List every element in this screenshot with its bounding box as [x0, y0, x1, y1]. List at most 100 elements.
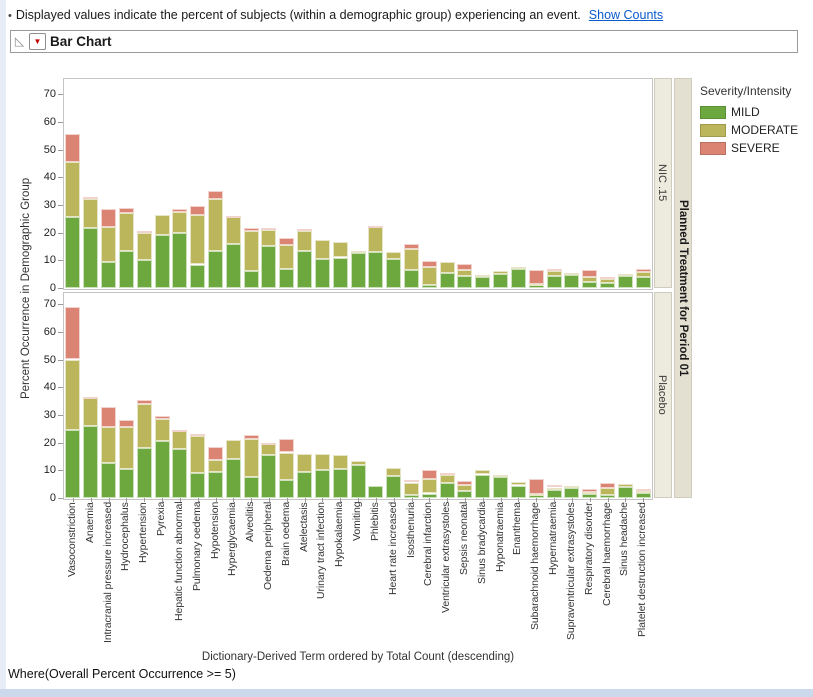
bar-segment[interactable] — [243, 435, 259, 439]
bar-segment[interactable] — [332, 242, 348, 258]
bar-segment[interactable] — [172, 448, 188, 498]
bar-segment[interactable] — [617, 484, 633, 488]
bar-segment[interactable] — [314, 470, 330, 498]
bar-segment[interactable] — [172, 211, 188, 233]
bar-segment[interactable] — [510, 269, 526, 288]
bar-segment[interactable] — [439, 472, 455, 475]
bar-segment[interactable] — [261, 455, 277, 498]
bar-segment[interactable] — [600, 283, 615, 288]
bar-segment[interactable] — [118, 419, 134, 428]
legend-item-mild[interactable]: MILD — [700, 105, 798, 119]
bar-segment[interactable] — [510, 481, 526, 486]
bar-segment[interactable] — [208, 459, 223, 473]
bar-segment[interactable] — [546, 485, 562, 488]
bar-segment[interactable] — [475, 470, 491, 475]
bar-segment[interactable] — [439, 272, 455, 288]
bar-segment[interactable] — [546, 487, 562, 491]
bar-segment[interactable] — [190, 214, 206, 265]
bar-segment[interactable] — [600, 482, 615, 488]
bar-segment[interactable] — [243, 439, 259, 478]
bar-segment[interactable] — [154, 441, 170, 498]
bar-segment[interactable] — [404, 270, 419, 288]
bar-segment[interactable] — [297, 471, 312, 498]
bar-segment[interactable] — [635, 491, 651, 494]
bar-segment[interactable] — [510, 485, 526, 498]
bar-segment[interactable] — [439, 261, 455, 273]
bar-segment[interactable] — [332, 257, 348, 288]
bar-segment[interactable] — [243, 477, 259, 498]
bar-segment[interactable] — [136, 232, 152, 261]
bar-segment[interactable] — [332, 455, 348, 469]
bar-segment[interactable] — [421, 493, 437, 498]
bar-segment[interactable] — [172, 209, 188, 212]
bar-segment[interactable] — [350, 464, 366, 498]
bar-segment[interactable] — [101, 227, 116, 262]
bar-segment[interactable] — [386, 258, 402, 288]
bar-segment[interactable] — [101, 261, 116, 288]
bar-segment[interactable] — [190, 206, 206, 215]
bar-segment[interactable] — [65, 134, 81, 162]
bar-segment[interactable] — [582, 281, 598, 288]
bar-segment[interactable] — [225, 459, 241, 498]
bar-segment[interactable] — [457, 491, 473, 498]
bar-segment[interactable] — [225, 439, 241, 460]
bar-segment[interactable] — [475, 474, 491, 498]
bar-segment[interactable] — [493, 274, 508, 288]
bar-segment[interactable] — [83, 199, 99, 229]
bar-segment[interactable] — [243, 231, 259, 272]
bar-segment[interactable] — [190, 264, 206, 288]
bar-segment[interactable] — [404, 249, 419, 270]
bar-segment[interactable] — [118, 207, 134, 214]
bar-segment[interactable] — [421, 470, 437, 480]
bar-segment[interactable] — [564, 275, 580, 288]
bar-segment[interactable] — [386, 252, 402, 259]
bar-segment[interactable] — [493, 270, 508, 275]
bar-segment[interactable] — [546, 276, 562, 288]
bar-segment[interactable] — [421, 266, 437, 286]
bar-segment[interactable] — [493, 474, 508, 478]
bar-segment[interactable] — [261, 246, 277, 288]
bar-segment[interactable] — [404, 494, 419, 498]
bar-segment[interactable] — [564, 485, 580, 489]
bar-segment[interactable] — [528, 478, 544, 494]
bar-segment[interactable] — [439, 482, 455, 498]
bar-segment[interactable] — [83, 228, 99, 288]
bar-segment[interactable] — [208, 199, 223, 251]
bar-segment[interactable] — [332, 468, 348, 498]
bar-segment[interactable] — [475, 275, 491, 277]
bar-segment[interactable] — [635, 269, 651, 272]
bar-segment[interactable] — [101, 427, 116, 464]
bar-segment[interactable] — [582, 494, 598, 498]
bar-segment[interactable] — [350, 250, 366, 254]
legend-item-severe[interactable]: SEVERE — [700, 141, 798, 155]
bar-segment[interactable] — [546, 490, 562, 498]
bar-segment[interactable] — [261, 442, 277, 445]
bar-segment[interactable] — [172, 431, 188, 449]
bar-segment[interactable] — [65, 217, 81, 288]
bar-segment[interactable] — [546, 268, 562, 271]
bar-segment[interactable] — [528, 495, 544, 498]
bar-segment[interactable] — [439, 475, 455, 483]
bar-segment[interactable] — [101, 407, 116, 428]
bar-segment[interactable] — [421, 260, 437, 267]
bar-segment[interactable] — [582, 277, 598, 282]
bar-segment[interactable] — [136, 448, 152, 498]
bar-segment[interactable] — [279, 245, 295, 269]
bar-segment[interactable] — [404, 243, 419, 250]
disclosure-triangle-icon[interactable]: ◺ — [14, 34, 25, 48]
bar-segment[interactable] — [564, 488, 580, 498]
bar-segment[interactable] — [279, 452, 295, 481]
bar-segment[interactable] — [582, 491, 598, 495]
bar-segment[interactable] — [154, 235, 170, 288]
bar-segment[interactable] — [243, 271, 259, 288]
bar-segment[interactable] — [475, 276, 491, 288]
bar-segment[interactable] — [136, 260, 152, 288]
bar-segment[interactable] — [261, 228, 277, 231]
bottom-scrollbar[interactable] — [0, 689, 813, 697]
bar-segment[interactable] — [65, 306, 81, 360]
bar-segment[interactable] — [600, 494, 615, 498]
bar-segment[interactable] — [225, 243, 241, 288]
bar-segment[interactable] — [225, 216, 241, 218]
bar-segment[interactable] — [279, 268, 295, 288]
bar-segment[interactable] — [83, 197, 99, 200]
